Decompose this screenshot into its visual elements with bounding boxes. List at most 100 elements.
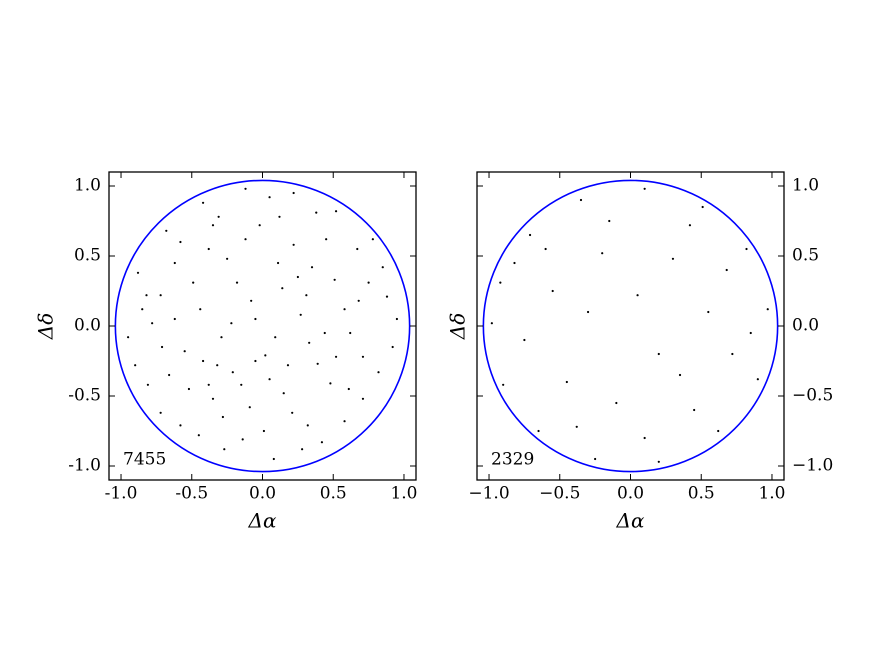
- annotation: 7455: [123, 450, 166, 470]
- point: [325, 238, 328, 241]
- point: [544, 247, 547, 251]
- y-tick-label: -1.0: [68, 456, 101, 476]
- point: [276, 261, 280, 265]
- point: [305, 294, 308, 297]
- x-tick-label: 1.0: [758, 484, 785, 504]
- point: [217, 215, 220, 218]
- point: [745, 247, 748, 251]
- point: [183, 350, 186, 353]
- point: [136, 271, 140, 274]
- x-axis-label: Δα: [248, 509, 277, 533]
- point: [151, 322, 154, 325]
- point: [565, 380, 568, 384]
- point: [586, 310, 590, 314]
- point: [145, 294, 148, 297]
- x-tick-label: −1.0: [468, 484, 509, 504]
- point: [231, 371, 234, 374]
- point: [248, 406, 251, 409]
- point: [241, 438, 244, 441]
- point: [643, 436, 646, 440]
- point: [693, 408, 696, 412]
- point: [347, 387, 350, 391]
- point: [333, 278, 336, 281]
- point: [244, 187, 247, 190]
- point: [173, 317, 176, 321]
- y-tick-label: 1.0: [792, 176, 819, 196]
- point: [551, 289, 554, 293]
- point: [201, 359, 205, 363]
- point: [187, 387, 191, 391]
- point: [490, 322, 493, 325]
- point: [334, 355, 338, 358]
- point: [343, 308, 346, 311]
- y-tick-label: 0.0: [792, 316, 819, 336]
- axes-frame: [108, 171, 417, 481]
- point: [310, 266, 314, 269]
- point: [707, 310, 710, 314]
- point: [126, 336, 130, 339]
- panel: −1.0 −0.5 0.0 0.5 1.0 −1.0 −0.5 0.0 0.5 1.0 Δα Δδ 23…: [446, 171, 833, 533]
- point: [717, 429, 720, 433]
- point: [357, 299, 360, 302]
- point: [502, 383, 505, 386]
- circle-outline: [114, 179, 411, 473]
- point: [274, 336, 277, 339]
- point: [594, 457, 597, 461]
- point: [254, 359, 257, 363]
- point: [301, 448, 304, 451]
- point: [395, 317, 399, 321]
- point: [513, 261, 516, 265]
- point: [329, 382, 332, 385]
- x-tick-label: 0.5: [320, 484, 347, 504]
- x-axis-label: Δα: [616, 509, 645, 533]
- point: [334, 210, 338, 213]
- x-tick-label: 1.0: [390, 484, 417, 504]
- point: [367, 281, 370, 284]
- point: [165, 229, 168, 232]
- point: [575, 425, 578, 428]
- point: [146, 383, 150, 386]
- point: [299, 313, 302, 316]
- point: [636, 294, 639, 297]
- point: [230, 322, 233, 325]
- point: [608, 219, 611, 223]
- point: [657, 460, 660, 463]
- point: [678, 373, 682, 377]
- x-tick-label: 0.0: [617, 484, 644, 504]
- point: [244, 238, 247, 241]
- point: [292, 243, 295, 246]
- point: [537, 429, 540, 433]
- x-tick-label: −0.5: [539, 484, 580, 504]
- y-tick-label: 1.0: [74, 176, 101, 196]
- point: [264, 354, 267, 357]
- y-tick-label: 0.0: [74, 316, 101, 336]
- point: [643, 187, 646, 190]
- point: [262, 429, 266, 433]
- point: [308, 341, 311, 344]
- point: [671, 257, 675, 260]
- point: [523, 338, 526, 342]
- circle-outline: [482, 179, 779, 473]
- y-tick-label: 0.5: [792, 246, 819, 266]
- point: [201, 201, 205, 204]
- point: [385, 295, 389, 298]
- point: [159, 294, 162, 297]
- point: [220, 336, 223, 339]
- point: [361, 355, 365, 358]
- point: [701, 205, 704, 209]
- point: [323, 331, 326, 335]
- point: [391, 345, 394, 349]
- point: [134, 364, 137, 367]
- y-tick-label: 0.5: [74, 246, 101, 266]
- point: [381, 266, 384, 269]
- point: [179, 240, 182, 244]
- point: [192, 281, 195, 284]
- point: [179, 424, 182, 427]
- x-tick-label: 0.0: [249, 484, 276, 504]
- point: [268, 378, 271, 381]
- point: [725, 268, 728, 272]
- point: [281, 287, 284, 290]
- axes-frame: [476, 171, 785, 481]
- point: [254, 317, 257, 321]
- point: [268, 196, 271, 199]
